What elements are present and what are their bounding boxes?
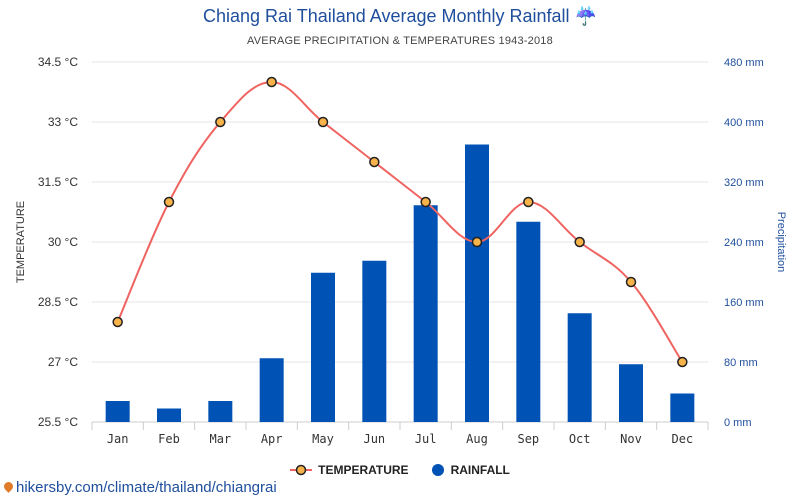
temperature-point — [420, 196, 431, 208]
rainfall-legend-icon — [431, 464, 444, 476]
y-tick-label-left: 34.5 °C — [38, 55, 78, 69]
temperature-point — [163, 196, 175, 208]
chart-legend: TEMPERATURE RAINFALL — [0, 463, 800, 477]
x-tick-label: Jun — [363, 432, 385, 446]
x-tick-label: May — [312, 432, 334, 446]
x-tick-label: Nov — [620, 432, 642, 446]
y-tick-label-right: 0 mm — [724, 417, 752, 429]
temperature-legend-icon — [290, 464, 313, 476]
temperature-point — [677, 356, 688, 368]
y-axis-title-right: Precipitation — [775, 212, 787, 273]
temperature-point — [215, 116, 226, 128]
y-axis-title-left: TEMPERATURE — [15, 201, 27, 283]
y-tick-label-left: 33 °C — [48, 115, 78, 129]
y-tick-label-right: 160 mm — [724, 297, 764, 309]
source-link-text: hikersby.com/climate/thailand/chiangrai — [16, 479, 277, 496]
y-tick-label-right: 480 mm — [724, 57, 764, 69]
legend-item-temperature[interactable]: TEMPERATURE — [290, 463, 409, 477]
rainfall-bar — [157, 408, 181, 422]
rainfall-bar — [311, 272, 335, 422]
y-tick-label-left: 31.5 °C — [38, 175, 78, 189]
temperature-point — [471, 236, 483, 248]
y-tick-label-right: 80 mm — [724, 357, 758, 369]
temperature-point — [625, 276, 637, 288]
rainfall-bar — [362, 260, 387, 422]
x-tick-label: Jan — [107, 432, 129, 446]
y-tick-label-right: 320 mm — [724, 177, 764, 189]
x-tick-label: Aug — [466, 432, 488, 446]
legend-label-temperature: TEMPERATURE — [318, 463, 409, 477]
location-pin-icon — [2, 480, 15, 493]
y-tick-label-left: 28.5 °C — [38, 295, 78, 309]
rainfall-bar — [670, 393, 695, 422]
temperature-point — [266, 76, 277, 88]
x-tick-label: Apr — [261, 432, 283, 446]
x-tick-label: Dec — [671, 432, 693, 446]
source-link[interactable]: hikersby.com/climate/thailand/chiangrai — [2, 479, 277, 496]
x-tick-label: Oct — [569, 432, 591, 446]
rainfall-bar — [208, 401, 233, 422]
rainfall-bar — [516, 221, 541, 422]
temperature-point — [523, 196, 534, 208]
y-tick-label-left: 25.5 °C — [38, 415, 78, 429]
rainfall-bar — [259, 358, 284, 422]
legend-item-rainfall[interactable]: RAINFALL — [431, 463, 510, 477]
temperature-point — [574, 236, 585, 248]
x-tick-label: Mar — [209, 432, 231, 446]
x-tick-label: Sep — [517, 432, 539, 446]
x-tick-label: Jul — [415, 432, 437, 446]
rainfall-bar — [465, 144, 489, 422]
x-tick-label: Feb — [158, 432, 180, 446]
rainfall-bar — [105, 401, 130, 422]
y-tick-label-right: 240 mm — [724, 237, 764, 249]
chart-title: Chiang Rai Thailand Average Monthly Rain… — [203, 6, 597, 26]
y-tick-label-left: 27 °C — [48, 355, 78, 369]
rainfall-bar — [567, 313, 592, 422]
temperature-line — [116, 80, 684, 363]
climate-chart: 25.5 °C 27 °C 28.5 °C 30 °C 31.5 °C 33 °C 34.5… — [15, 55, 787, 446]
temperature-point — [317, 116, 329, 128]
rainfall-bar — [413, 205, 438, 422]
y-tick-label-right: 400 mm — [724, 117, 764, 129]
temperature-point — [112, 316, 123, 328]
y-tick-label-left: 30 °C — [48, 235, 78, 249]
chart-subtitle: AVERAGE PRECIPITATION & TEMPERATURES 194… — [247, 35, 553, 47]
temperature-point — [369, 156, 380, 168]
rainfall-bar — [619, 364, 643, 422]
legend-label-rainfall: RAINFALL — [450, 463, 510, 477]
